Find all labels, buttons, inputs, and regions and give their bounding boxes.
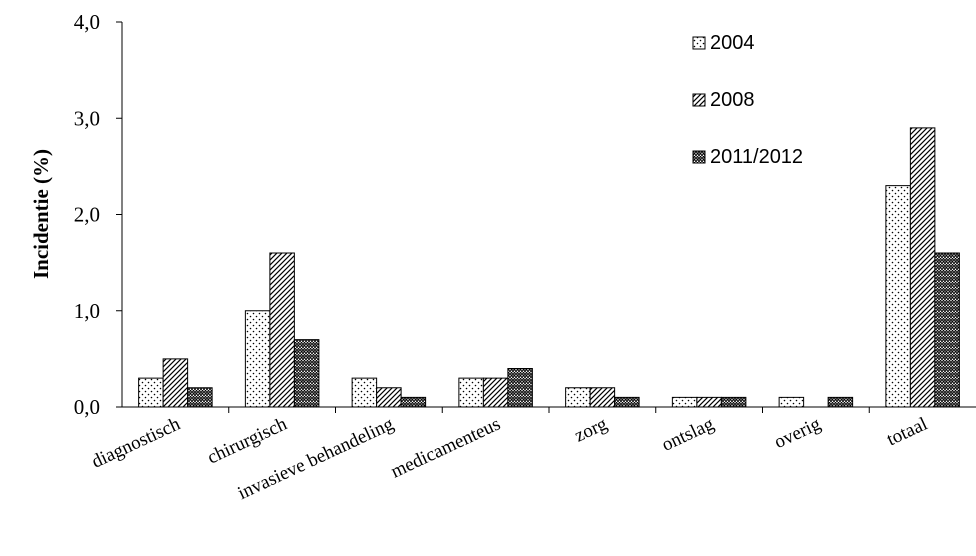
bar-2011-2012-medicamenteus xyxy=(507,368,533,408)
legend-swatch xyxy=(692,93,706,107)
category-label: zorg xyxy=(571,413,611,446)
bar-2011-2012-invasieve-behandeling xyxy=(400,396,427,408)
bar-2011-2012-ontslag xyxy=(720,396,747,408)
bar-2004-diagnostisch xyxy=(138,377,164,408)
bar-2011-2012-totaal xyxy=(934,252,960,408)
bar-2004-invasieve-behandeling xyxy=(351,377,378,408)
legend: 2004 2008 2011/2012 xyxy=(692,32,803,168)
category-label: totaal xyxy=(884,413,931,450)
category-label: diagnostisch xyxy=(89,413,184,472)
category-label: ontslag xyxy=(659,413,718,455)
y-tick-label: 4,0 xyxy=(74,10,100,34)
category-label: chirurgisch xyxy=(204,413,290,468)
bar-2004-overig xyxy=(778,396,805,408)
legend-label: 2008 xyxy=(710,89,755,111)
category-label: overig xyxy=(771,413,824,453)
bar-2008-invasieve-behandeling xyxy=(376,387,402,408)
bar-2008-medicamenteus xyxy=(482,377,509,408)
y-tick-label: 0,0 xyxy=(74,395,100,419)
y-tick-label: 2,0 xyxy=(74,203,100,227)
bar-2004-totaal xyxy=(885,185,911,408)
legend-label: 2004 xyxy=(710,32,755,54)
legend-swatch xyxy=(692,150,706,164)
y-tick-label: 3,0 xyxy=(74,106,100,130)
legend-label: 2011/2012 xyxy=(710,146,803,168)
legend-swatch xyxy=(692,36,706,50)
bar-2011-2012-diagnostisch xyxy=(187,387,213,408)
bar-2008-ontslag xyxy=(696,396,722,408)
bar-2008-zorg xyxy=(589,387,616,408)
bar-2008-totaal xyxy=(909,127,936,408)
x-ticks xyxy=(228,407,870,413)
bar-2008-diagnostisch xyxy=(162,358,189,408)
y-axis-label: Incidentie (%) xyxy=(29,149,53,279)
bar-2008-chirurgisch xyxy=(269,252,295,408)
bar-2011-2012-overig xyxy=(827,396,854,408)
bar-2004-zorg xyxy=(565,387,591,408)
category-label: medicamenteus xyxy=(388,413,504,482)
bar-2011-2012-zorg xyxy=(614,396,640,408)
bar-2004-chirurgisch xyxy=(244,310,271,408)
y-tick-label: 1,0 xyxy=(74,299,100,323)
y-ticks: 0,0 1,0 2,0 3,0 4,0 xyxy=(74,10,122,419)
bar-2004-ontslag xyxy=(671,396,698,408)
bars xyxy=(138,127,960,408)
bar-2011-2012-chirurgisch xyxy=(293,339,320,408)
bar-2004-medicamenteus xyxy=(458,377,484,408)
